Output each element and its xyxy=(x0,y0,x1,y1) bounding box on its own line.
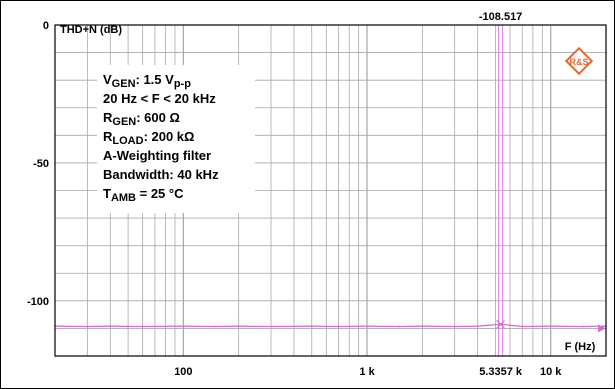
x-tick-label: 10 k xyxy=(540,366,562,378)
x-tick-labels: 100 1 k 5.3357 k 10 k xyxy=(174,366,562,378)
plot-frame xyxy=(54,24,607,357)
data-point xyxy=(421,325,424,328)
data-point xyxy=(86,325,89,328)
condition-line: VGEN: 1.5 Vp-p xyxy=(103,72,191,90)
y-tick-label: -100 xyxy=(27,296,49,308)
y-tick-labels: 0 -50 -100 xyxy=(27,20,49,308)
data-point xyxy=(476,325,479,328)
cursor: -108.517 xyxy=(479,11,522,356)
data-point xyxy=(366,325,368,328)
data-point xyxy=(109,325,112,328)
rohde-schwarz-logo: R&S xyxy=(564,46,594,76)
condition-line: A-Weighting filter xyxy=(103,148,211,163)
condition-line: RGEN: 600 Ω xyxy=(103,110,180,128)
condition-line: 20 Hz < F < 20 kHz xyxy=(103,91,216,106)
data-point xyxy=(270,325,272,328)
conditions-box-bg xyxy=(97,65,255,213)
data-point xyxy=(337,325,340,328)
conditions-box: VGEN: 1.5 Vp-p20 Hz < F < 20 kHz RGEN: 60… xyxy=(97,65,255,213)
y-tick-label: -50 xyxy=(33,158,49,170)
data-point xyxy=(214,325,217,328)
condition-line: Bandwidth: 40 kHz xyxy=(103,167,219,182)
data-point xyxy=(549,325,552,328)
trace-layer xyxy=(54,323,607,333)
x-tick-label: 5.3357 k xyxy=(479,366,523,378)
y-axis-label: THD+N (dB) xyxy=(60,24,122,36)
x-axis-label: F (Hz) xyxy=(565,341,596,353)
data-point xyxy=(582,325,584,328)
x-tick-label: 100 xyxy=(174,366,192,378)
data-point xyxy=(499,323,502,326)
data-point xyxy=(453,325,456,328)
svg-text:R&S: R&S xyxy=(569,57,588,67)
x-tick-label: 1 k xyxy=(359,366,375,378)
end-marker xyxy=(598,324,606,333)
data-point xyxy=(182,325,185,328)
condition-line: TAMB = 25 °C xyxy=(103,186,184,204)
condition-line: RLOAD: 200 kΩ xyxy=(103,129,194,147)
data-point xyxy=(141,325,144,328)
series-line xyxy=(54,323,607,328)
data-point xyxy=(398,325,401,328)
data-point xyxy=(521,325,524,328)
data-point xyxy=(310,325,313,328)
y-tick-label: 0 xyxy=(43,20,49,32)
cursor-value-label: -108.517 xyxy=(479,11,522,23)
data-point xyxy=(237,325,240,328)
